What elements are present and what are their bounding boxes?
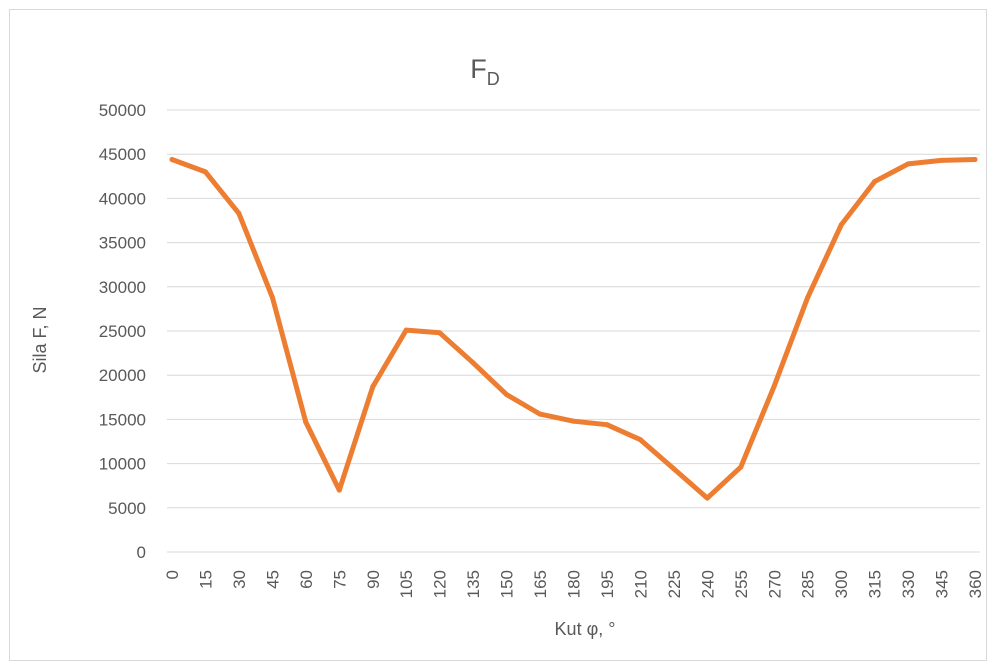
x-tick-label: 285 <box>799 570 818 598</box>
x-tick-label: 345 <box>933 570 952 598</box>
x-tick-label: 135 <box>464 570 483 598</box>
y-tick-label: 15000 <box>99 410 146 429</box>
data-point <box>370 384 376 390</box>
data-point <box>805 294 811 300</box>
x-tick-label: 180 <box>565 570 584 598</box>
y-tick-label: 25000 <box>99 322 146 341</box>
y-tick-label: 10000 <box>99 455 146 474</box>
data-point <box>236 210 242 216</box>
x-tick-label: 0 <box>163 570 182 579</box>
y-tick-label: 45000 <box>99 145 146 164</box>
data-point <box>637 437 643 443</box>
x-tick-label: 30 <box>230 570 249 589</box>
y-axis-title: Sila F, N <box>30 306 50 373</box>
x-tick-label: 240 <box>698 570 717 598</box>
x-tick-label: 225 <box>665 570 684 598</box>
chart-frame: FD 0 5000 10000 15000 20000 25000 30000 35000 40… <box>9 9 987 661</box>
x-tick-label: 360 <box>966 570 985 598</box>
data-point <box>303 419 309 425</box>
x-tick-label: 270 <box>765 570 784 598</box>
y-tick-label: 35000 <box>99 234 146 253</box>
data-point <box>203 169 208 175</box>
y-tick-label: 5000 <box>108 499 146 518</box>
data-point <box>403 327 409 333</box>
line-chart: FD 0 5000 10000 15000 20000 25000 30000 35000 40… <box>30 54 985 639</box>
x-tick-label: 150 <box>498 570 517 598</box>
data-point <box>269 294 275 300</box>
data-point <box>939 157 944 163</box>
data-point <box>537 411 543 417</box>
data-point <box>169 157 175 162</box>
data-point <box>771 383 777 389</box>
x-tick-label: 90 <box>364 570 383 589</box>
chart-title-main: F <box>470 54 487 84</box>
x-tick-label: 15 <box>196 570 215 589</box>
data-point <box>704 495 710 501</box>
y-tick-label: 50000 <box>99 101 146 120</box>
y-axis-ticks: 0 5000 10000 15000 20000 25000 30000 35000 40000… <box>99 101 146 562</box>
x-tick-label: 120 <box>431 570 450 598</box>
series-group <box>169 157 978 501</box>
data-point <box>738 464 744 470</box>
data-point <box>336 487 342 493</box>
data-point <box>905 161 911 167</box>
data-point <box>872 179 878 185</box>
x-tick-label: 165 <box>531 570 550 598</box>
series-line <box>169 157 978 501</box>
data-point <box>437 330 443 336</box>
data-point <box>838 222 844 228</box>
x-tick-label: 60 <box>297 570 316 589</box>
x-tick-label: 210 <box>631 570 650 598</box>
chart-title: FD <box>470 54 500 89</box>
data-point <box>671 466 677 472</box>
data-point <box>470 360 476 366</box>
gridlines <box>167 109 980 553</box>
data-point <box>571 418 576 424</box>
y-tick-label: 40000 <box>99 189 146 208</box>
x-tick-label: 300 <box>832 570 851 598</box>
x-tick-label: 330 <box>899 570 918 598</box>
y-tick-label: 30000 <box>99 278 146 297</box>
x-tick-label: 75 <box>330 570 349 589</box>
data-point <box>972 157 978 162</box>
y-tick-label: 0 <box>137 543 146 562</box>
x-tick-label: 315 <box>866 570 885 598</box>
y-tick-label: 20000 <box>99 366 146 385</box>
x-tick-label: 45 <box>263 570 282 589</box>
chart-title-subscript: D <box>487 69 500 89</box>
x-axis-title: Kut φ, ° <box>555 619 616 639</box>
data-point <box>504 392 510 398</box>
data-point <box>604 422 610 428</box>
x-axis-ticks: 0 15 30 45 60 75 90 105 120 135 150 165 180 195 210 225… <box>163 570 985 598</box>
x-tick-label: 255 <box>732 570 751 598</box>
x-tick-label: 195 <box>598 570 617 598</box>
x-tick-label: 105 <box>397 570 416 598</box>
